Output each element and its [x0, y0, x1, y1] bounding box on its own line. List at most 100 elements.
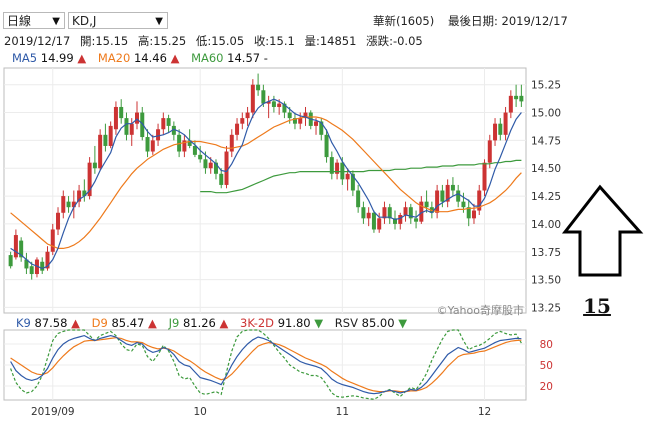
xtick-label: 2019/09: [31, 406, 75, 418]
candle-body: [271, 101, 276, 107]
candle-body: [213, 162, 218, 174]
candle-body: [103, 134, 108, 146]
candle-body: [350, 173, 355, 191]
candle-body: [466, 207, 471, 219]
rsv-label: RSV: [334, 316, 358, 330]
period-select-value: 日線: [7, 14, 32, 28]
price-ytick-label: 14.75: [531, 135, 561, 147]
ma20-line: [10, 116, 522, 249]
candle-body: [56, 212, 61, 230]
ma-legend: MA5 14.99 ▲ MA20 14.46 ▲ MA60 14.57 -: [12, 51, 268, 65]
stock-name: 華新(1605): [373, 14, 435, 28]
candle-body: [419, 201, 424, 222]
ma5-line: [10, 98, 522, 270]
candle-body: [40, 261, 45, 271]
candle-body: [245, 112, 250, 119]
k9-line: [10, 334, 522, 395]
candle-body: [329, 157, 334, 174]
ma60-dir: -: [263, 51, 268, 65]
price-ytick-label: 15.25: [531, 80, 561, 92]
candle-body: [235, 123, 240, 135]
candle-body: [119, 106, 124, 119]
candle-body: [50, 229, 55, 252]
kd-legend: K9 87.58 ▲ D9 85.47 ▲ J9 81.26 ▲ 3K-2D 9…: [16, 316, 407, 330]
candle-body: [71, 201, 76, 208]
quote-open: 開:15.15: [79, 34, 129, 48]
kd-plot-border: [3, 329, 527, 401]
candle-body: [482, 162, 487, 191]
quote-row: 2019/12/17 開:15.15 高:15.25 低:15.05 收:15.…: [4, 33, 644, 49]
candle-body: [77, 190, 82, 202]
kd-ytick-label: 50: [540, 360, 553, 372]
price-ytick-label: 13.25: [531, 302, 561, 314]
candle-body: [366, 212, 371, 219]
candle-body: [514, 95, 519, 100]
candle-body: [82, 190, 87, 197]
candle-body: [13, 235, 18, 258]
candle-body: [92, 162, 97, 169]
xtick-label: 10: [193, 406, 206, 418]
candle-body: [387, 207, 392, 219]
candle-body: [250, 84, 255, 113]
candle-body: [98, 134, 103, 169]
kd-ytick-label: 20: [540, 381, 553, 393]
candle-body: [314, 121, 319, 126]
candle-body: [382, 207, 387, 219]
xtick-label: 11: [336, 406, 349, 418]
candle-body: [266, 101, 271, 104]
candle-body: [440, 190, 445, 202]
d9-label: D9: [91, 316, 108, 330]
candle-body: [471, 210, 476, 219]
3k2d-value: 91.80: [277, 316, 311, 330]
price-ytick-label: 14.50: [531, 163, 561, 175]
candle-body: [261, 90, 266, 104]
ma20-label: MA20: [97, 51, 131, 65]
candle-body: [414, 218, 419, 222]
candle-body: [324, 134, 329, 158]
d9-line: [10, 337, 522, 393]
candle-body: [66, 201, 71, 208]
kd-ytick-label: 80: [540, 339, 553, 351]
indicator-select-value: KD,J: [72, 14, 97, 28]
quote-low: 低:15.05: [195, 34, 245, 48]
ma60-label: MA60: [191, 51, 224, 65]
candle-body: [356, 190, 361, 208]
candle-body: [456, 190, 461, 202]
candle-body: [503, 112, 508, 135]
period-select[interactable]: 日線 ▼: [3, 12, 65, 29]
indicator-select[interactable]: KD,J ▼: [68, 12, 168, 29]
k9-value: 87.58: [34, 316, 68, 330]
ma5-label: MA5: [12, 51, 38, 65]
quote-volume: 量:14851: [304, 34, 357, 48]
d9-dir: ▲: [148, 316, 157, 330]
candle-body: [282, 103, 287, 113]
candle-body: [493, 123, 498, 141]
up-arrow-icon: [561, 184, 644, 277]
candle-body: [508, 95, 513, 113]
candle-body: [140, 112, 145, 138]
ma5-dir: ▲: [77, 51, 87, 65]
candle-body: [292, 118, 297, 124]
candle-body: [445, 184, 450, 202]
quote-change: 漲跌:-0.05: [366, 34, 423, 48]
candle-body: [435, 190, 440, 213]
ma60-value: 14.57: [227, 51, 261, 65]
candle-body: [29, 266, 34, 275]
xtick-label: 12: [478, 406, 491, 418]
j9-value: 81.26: [182, 316, 216, 330]
candle-body: [177, 134, 182, 152]
candle-body: [45, 251, 50, 269]
candle-body: [519, 95, 524, 102]
price-chart-frame: 13.25 13.50 13.75 14.00 14.25 14.50 14.75 15.00…: [3, 67, 561, 314]
candle-body: [182, 140, 187, 152]
candle-body: [192, 145, 197, 155]
candle-body: [108, 125, 113, 146]
d9-value: 85.47: [111, 316, 145, 330]
candle-body: [361, 207, 366, 219]
candle-body: [403, 207, 408, 215]
quote-high: 高:15.25: [137, 34, 187, 48]
candle-body: [219, 173, 224, 185]
k9-label: K9: [16, 316, 31, 330]
ma20-dir: ▲: [170, 51, 180, 65]
candle-body: [277, 103, 282, 107]
